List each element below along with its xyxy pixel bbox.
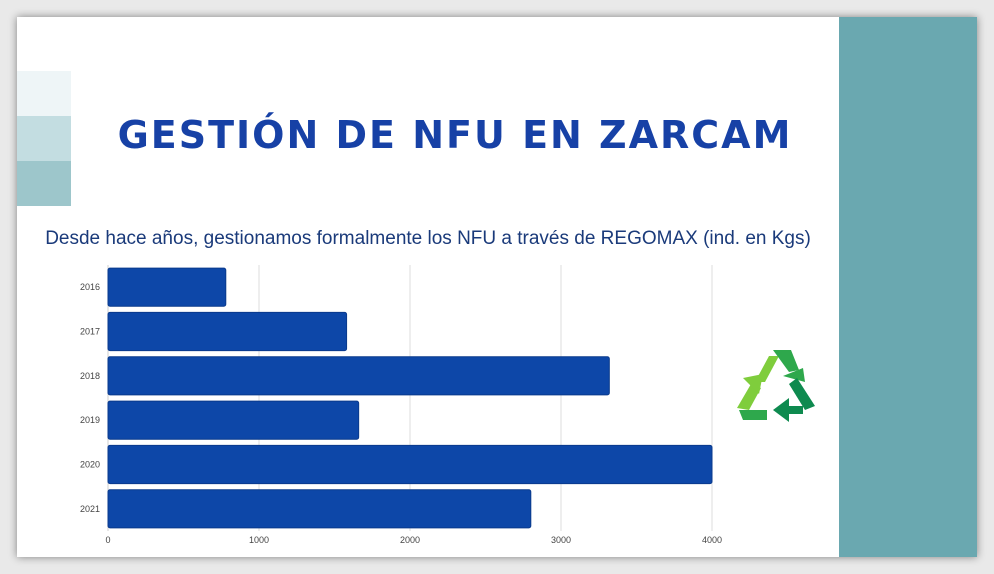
x-tick-label: 2000 [400,535,420,545]
deco-block-light [17,71,71,116]
decorative-blocks [17,71,71,206]
chart-bars [107,267,713,529]
y-tick-label: 2016 [80,282,100,292]
bar-2019 [107,400,360,440]
chart-x-ticks: 0 1000 2000 3000 4000 [105,535,722,545]
chart-grid [107,265,713,531]
y-tick-label: 2019 [80,415,100,425]
x-tick-label: 1000 [249,535,269,545]
chart-y-ticks: 2016 2017 2018 2019 2020 2021 [80,282,100,514]
y-tick-label: 2020 [80,460,100,470]
bar-2021 [107,489,532,529]
y-tick-label: 2017 [80,327,100,337]
y-tick-label: 2018 [80,371,100,381]
slide-subtitle: Desde hace años, gestionamos formalmente… [45,228,811,249]
x-tick-label: 3000 [551,535,571,545]
recycle-icon [737,350,815,422]
bar-2020 [107,444,713,485]
slide: GESTIÓN DE NFU EN ZARCAM Desde hace años… [17,17,977,557]
y-tick-label: 2021 [80,504,100,514]
bar-2017 [107,311,348,352]
slide-title: GESTIÓN DE NFU EN ZARCAM [117,113,793,157]
bar-2016 [107,267,227,307]
x-tick-label: 0 [105,535,110,545]
deco-block-medium [17,116,71,161]
x-tick-label: 4000 [702,535,722,545]
side-panel [839,17,977,557]
bar-chart: 2016 2017 2018 2019 2020 2021 0 1000 2000 3000 40… [80,265,722,545]
deco-block-dark [17,161,71,206]
bar-2018 [107,356,610,396]
